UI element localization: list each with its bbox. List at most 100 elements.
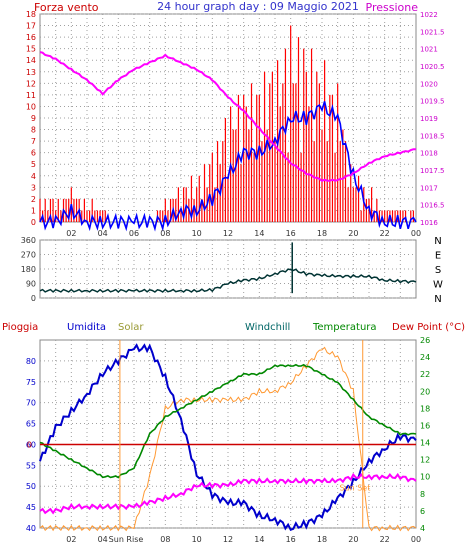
y-tick-label-left: 45 — [26, 503, 36, 512]
y-tick-label-right: 16 — [420, 421, 430, 430]
bottom-legend: Pioggia Umidita Solar Windchill Temperatura D… — [2, 322, 465, 333]
x-tick-label: 20 — [348, 535, 358, 544]
y-tick-label-left: 14 — [26, 56, 36, 65]
header-left-label: Forza vento — [34, 1, 99, 14]
chart-marks: 012345678910111213141516171810161016.510… — [21, 10, 445, 544]
x-tick-label: 04 — [98, 229, 108, 238]
legend-label: Pioggia — [2, 322, 38, 333]
y-tick-label-left: 60 — [26, 440, 36, 449]
x-tick-label: 18 — [317, 229, 327, 238]
y-tick-label-right: 14 — [420, 439, 430, 448]
y-tick-label-left: 1 — [31, 206, 36, 215]
legend-label: Umidita — [67, 322, 106, 333]
y-tick-label-left: 11 — [26, 91, 36, 100]
y-tick-label-left: 7 — [31, 137, 36, 146]
y-tick-label-right: 1018 — [420, 150, 438, 158]
legend-label: Solar — [118, 322, 144, 333]
y-tick-label-left: 17 — [26, 22, 36, 31]
y-tick-label-right: 1017.5 — [420, 167, 445, 175]
x-tick-label: 14 — [254, 535, 264, 544]
y-tick-label-left: 3 — [31, 183, 36, 192]
y-tick-label-right: 1016 — [420, 219, 438, 227]
y-tick-label-right: 1019.5 — [420, 98, 445, 106]
y-tick-label-left: 2 — [31, 195, 36, 204]
x-tick-label: 04 — [98, 535, 108, 544]
y-tick-label-left: 6 — [31, 149, 36, 158]
y-tick-label-left: 15 — [26, 45, 36, 54]
x-tick-label: 18 — [317, 535, 327, 544]
y-tick-label-left: 0 — [31, 218, 36, 227]
y-tick-label-right: 22 — [420, 370, 430, 379]
x-tick-label: 22 — [380, 229, 390, 238]
y-tick-label-right: 1017 — [420, 184, 438, 192]
compass-label: E — [435, 251, 441, 262]
x-tick-label: 00 — [411, 535, 421, 544]
y-tick-label-left: 40 — [26, 524, 36, 533]
y-tick-label-left: 4 — [31, 172, 36, 181]
humidity-line — [39, 343, 417, 532]
x-tick-label: 16 — [286, 229, 296, 238]
y-tick-label-right: 20 — [420, 387, 430, 396]
y-tick-label-right: 1021.5 — [420, 28, 445, 36]
x-tick-label: 12 — [223, 229, 233, 238]
rain-line-label: 0 — [27, 440, 32, 449]
y-tick-label-left: 8 — [31, 126, 36, 135]
y-tick-label-right: 8 — [420, 490, 425, 499]
legend-label: Temperatura — [312, 322, 377, 333]
legend-label: Windchill — [245, 322, 290, 333]
y-tick-label-right: 12 — [420, 456, 430, 465]
y-tick-label-right: 1022 — [420, 11, 438, 19]
y-tick-label-right: 26 — [420, 336, 430, 345]
x-tick-label: Sun Rise — [109, 535, 144, 544]
compass-label: S — [435, 265, 441, 276]
y-tick-label-left: 270 — [21, 251, 36, 260]
dewpoint-line — [39, 472, 417, 515]
y-tick-label-left: 18 — [26, 10, 36, 19]
y-tick-label-right: 1020.5 — [420, 63, 445, 71]
legend-label: Dew Point (°C) — [392, 322, 465, 333]
y-tick-label-left: 0 — [31, 294, 36, 303]
y-tick-label-right: 24 — [420, 353, 430, 362]
y-tick-label-left: 9 — [31, 114, 36, 123]
y-tick-label-right: 1020 — [420, 80, 438, 88]
x-tick-label: 06 — [129, 229, 139, 238]
y-tick-label-left: 75 — [26, 378, 36, 387]
compass-label: N — [434, 236, 441, 247]
x-tick-label: 10 — [192, 535, 202, 544]
sunset-annotation: Sun Set — [339, 483, 370, 492]
pressure-line — [39, 51, 417, 182]
x-tick-label: 08 — [160, 229, 170, 238]
x-tick-label: 14 — [254, 229, 264, 238]
y-tick-label-left: 65 — [26, 420, 36, 429]
compass-label: W — [433, 280, 443, 291]
x-tick-label: 02 — [66, 229, 76, 238]
y-tick-label-left: 55 — [26, 461, 36, 470]
x-tick-label: 08 — [160, 535, 170, 544]
x-tick-label: 20 — [348, 229, 358, 238]
y-tick-label-left: 12 — [26, 79, 36, 88]
y-tick-label-right: 4 — [420, 524, 425, 533]
solar-line — [39, 346, 417, 532]
y-tick-label-right: 18 — [420, 404, 430, 413]
temperature-line — [39, 363, 417, 479]
wind-average-line — [39, 101, 417, 232]
chart-title: 24 hour graph day : 09 Maggio 2021 — [157, 0, 359, 13]
y-tick-label-right: 6 — [420, 507, 425, 516]
x-tick-label: 00 — [411, 229, 421, 238]
x-tick-label: 10 — [192, 229, 202, 238]
compass-label: N — [434, 294, 441, 305]
y-tick-label-left: 90 — [26, 280, 36, 289]
y-tick-label-left: 180 — [21, 265, 36, 274]
y-tick-label-left: 70 — [26, 399, 36, 408]
y-tick-label-right: 1019 — [420, 115, 438, 123]
y-tick-label-right: 1018.5 — [420, 132, 445, 140]
y-tick-label-left: 80 — [26, 357, 36, 366]
x-tick-label: 22 — [380, 535, 390, 544]
y-tick-label-left: 5 — [31, 160, 36, 169]
x-tick-label: 16 — [286, 535, 296, 544]
y-tick-label-left: 16 — [26, 33, 36, 42]
y-tick-label-left: 360 — [21, 236, 36, 245]
